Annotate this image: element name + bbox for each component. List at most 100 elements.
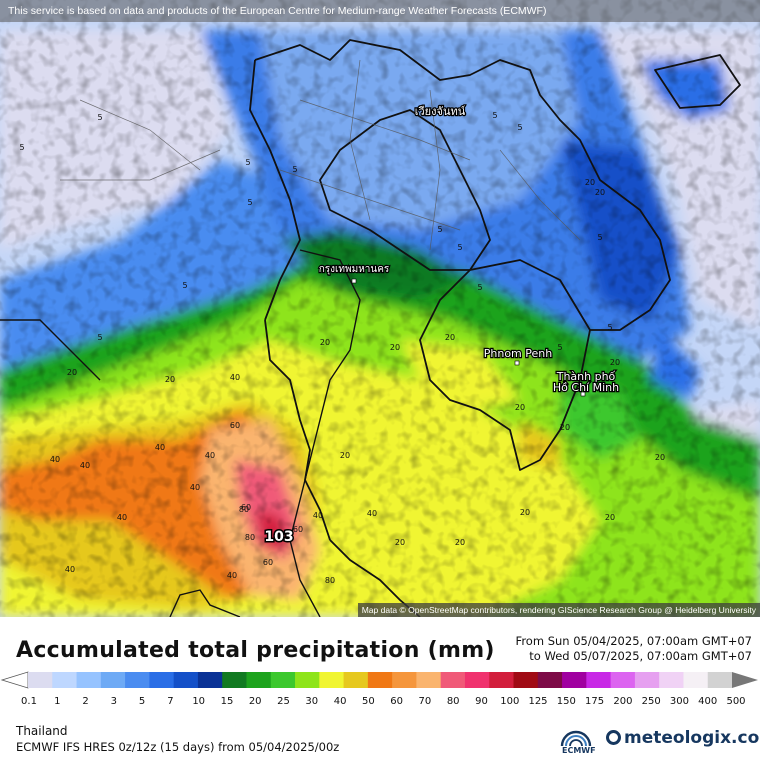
contour-label: 5 <box>247 198 252 207</box>
contour-label: 20 <box>585 178 595 187</box>
meteologix-logo[interactable]: meteologix.com <box>606 728 760 748</box>
data-disclaimer: This service is based on data and produc… <box>0 0 760 22</box>
legend-swatch <box>610 672 636 688</box>
legend-swatch <box>440 672 466 688</box>
legend-swatch <box>707 672 733 688</box>
city-marker-phnom-penh <box>514 360 520 366</box>
city-label-phnom-penh: Phnom Penh <box>484 347 552 360</box>
legend-label: 125 <box>528 696 548 707</box>
contour-label: 40 <box>367 509 377 518</box>
contour-label: 20 <box>445 333 455 342</box>
legend-swatch <box>683 672 709 688</box>
contour-label: 20 <box>340 451 350 460</box>
legend-label: 90 <box>475 696 488 707</box>
legend-label: 500 <box>726 696 746 707</box>
contour-label: 5 <box>97 333 102 342</box>
contour-label: 5 <box>492 111 497 120</box>
legend-color-scale <box>0 671 758 689</box>
legend-label: 0.1 <box>21 696 37 707</box>
legend-label: 50 <box>362 696 375 707</box>
precip-texture <box>0 0 760 617</box>
legend-label: 70 <box>418 696 432 707</box>
city-label-hcmc-2: Hồ Chí Minh <box>553 381 619 394</box>
city-markers <box>351 111 586 397</box>
contour-label: 20 <box>455 538 465 547</box>
legend-swatch <box>246 672 272 688</box>
legend-swatch <box>634 672 660 688</box>
contour-label: 20 <box>390 343 400 352</box>
period-from: From Sun 05/04/2025, 07:00am GMT+07 <box>515 634 752 648</box>
legend-swatch <box>125 672 150 688</box>
legend-swatch <box>28 672 53 688</box>
legend-label: 1 <box>54 696 61 707</box>
contour-label: 5 <box>19 143 24 152</box>
legend-swatch <box>295 672 320 688</box>
contour-label: 5 <box>97 113 102 122</box>
contour-label: 5 <box>457 243 462 252</box>
legend-swatch <box>659 672 684 688</box>
legend-swatch <box>586 672 612 688</box>
contour-label: 40 <box>50 455 60 464</box>
ecmwf-logo-icon[interactable] <box>556 726 596 756</box>
city-marker-bangkok <box>351 278 357 284</box>
legend-swatch <box>562 672 587 688</box>
legend-swatch <box>76 672 102 688</box>
city-label-vientiane: เวียงจันทน์ <box>415 105 466 118</box>
ecmwf-logo-text: ECMWF <box>562 746 596 755</box>
contour-label: 20 <box>165 375 175 384</box>
legend-swatch <box>197 672 223 688</box>
meteologix-logo-text: meteologix.com <box>624 728 760 748</box>
contour-label: 40 <box>313 511 323 520</box>
city-marker-hcmc <box>580 391 586 397</box>
legend-label: 10 <box>192 696 206 707</box>
contour-label: 40 <box>205 451 215 460</box>
contour-label: 20 <box>560 423 570 432</box>
contour-label: 5 <box>182 281 187 290</box>
legend-label: 100 <box>500 696 520 707</box>
city-label-bangkok: กรุงเทพมหานคร <box>319 264 390 275</box>
contour-label: 20 <box>610 358 620 367</box>
legend-label: 3 <box>110 696 117 707</box>
contour-label: 40 <box>117 513 127 522</box>
contour-label: 80 <box>239 505 249 514</box>
legend-label: 300 <box>669 696 689 707</box>
legend-label: 20 <box>248 696 262 707</box>
region-name: Thailand <box>16 724 68 738</box>
contour-label: 40 <box>155 443 165 452</box>
contour-label: 20 <box>655 453 665 462</box>
legend-label: 80 <box>446 696 460 707</box>
legend-label: 200 <box>613 696 633 707</box>
contour-label: 5 <box>292 165 297 174</box>
legend-swatch <box>537 672 563 688</box>
contour-label: 80 <box>325 576 335 585</box>
legend-swatch <box>489 672 515 688</box>
legend-label: 7 <box>167 696 174 707</box>
legend-swatch <box>513 672 539 688</box>
contour-label: 20 <box>515 403 525 412</box>
map-title: Accumulated total precipitation (mm) <box>16 638 495 663</box>
map-attribution: Map data © OpenStreetMap contributors, r… <box>357 603 760 617</box>
legend-label: 25 <box>277 696 290 707</box>
city-marker-vientiane <box>424 111 430 117</box>
contour-label: 40 <box>65 565 75 574</box>
contour-label: 40 <box>227 571 237 580</box>
legend-swatch <box>343 672 369 688</box>
legend-label: 30 <box>305 696 319 707</box>
legend-label: 2 <box>82 696 89 707</box>
legend-swatch <box>173 672 199 688</box>
period-to: to Wed 05/07/2025, 07:00am GMT+07 <box>529 649 752 663</box>
legend-swatch <box>319 672 345 688</box>
contour-label: 40 <box>190 483 200 492</box>
contour-label: 20 <box>595 188 605 197</box>
contour-label: 40 <box>230 373 240 382</box>
contour-label: 60 <box>230 421 240 430</box>
legend-swatch <box>392 672 417 688</box>
contour-label: 20 <box>395 538 405 547</box>
legend-label: 250 <box>641 696 661 707</box>
contour-label: 5 <box>517 123 522 132</box>
contour-label: 80 <box>245 533 255 542</box>
precipitation-map[interactable]: เวียงจันทน์ กรุงเทพมหานคร Phnom Penh Thà… <box>0 0 760 617</box>
legend-labels: 0.1 1 2 3 5 7 10 15 20 25 30 40 50 60 70 80 90 100 125 150 1… <box>0 696 760 710</box>
legend-arrow-high <box>732 672 758 688</box>
legend-swatch <box>222 672 247 688</box>
